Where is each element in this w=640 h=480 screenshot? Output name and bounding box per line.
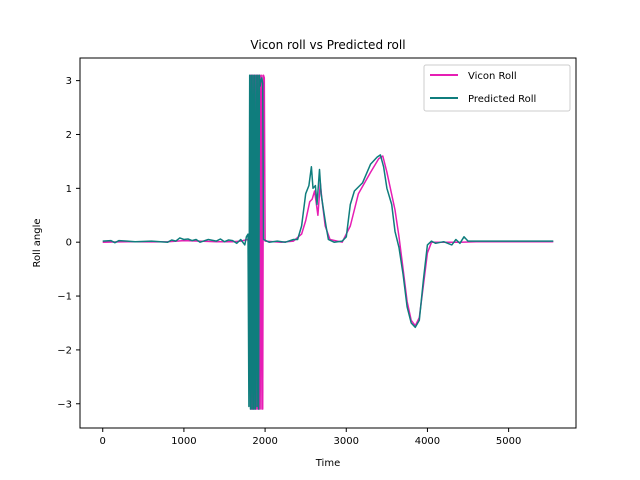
legend-label-vicon-roll: Vicon Roll (468, 71, 517, 82)
y-tick-label: 3 (66, 76, 72, 87)
x-axis-label: Time (315, 458, 340, 469)
y-axis-label: Roll angle (32, 218, 43, 267)
y-tick-label: −2 (57, 345, 72, 356)
y-tick-label: −1 (57, 292, 72, 303)
x-axis: 0 1000 2000 3000 4000 5000 (100, 428, 521, 447)
series-layer (102, 74, 554, 410)
x-tick-label: 1000 (171, 436, 196, 447)
x-tick-label: 4000 (415, 436, 440, 447)
x-tick-label: 2000 (252, 436, 277, 447)
legend: Vicon Roll Predicted Roll (423, 64, 571, 112)
legend-label-predicted-roll: Predicted Roll (468, 94, 536, 105)
y-tick-label: 1 (66, 184, 72, 195)
chart-title: Vicon roll vs Predicted roll (250, 38, 405, 52)
legend-box (423, 64, 571, 112)
plot-frame (79, 57, 577, 429)
y-tick-label: −3 (57, 399, 72, 410)
y-tick-label: 0 (66, 238, 72, 249)
y-axis: −3 −2 −1 0 1 2 3 (57, 76, 80, 410)
x-tick-label: 3000 (334, 436, 359, 447)
x-tick-label: 0 (100, 436, 106, 447)
series-line-predicted-roll (102, 74, 554, 410)
y-tick-label: 2 (66, 130, 72, 141)
x-tick-label: 5000 (496, 436, 521, 447)
